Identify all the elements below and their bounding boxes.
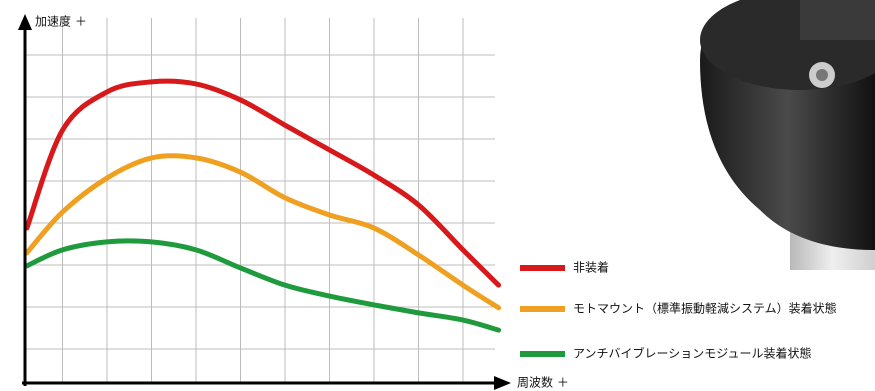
grid	[25, 18, 495, 383]
legend-label: アンチバイブレーションモジュール装着状態	[573, 346, 811, 361]
legend-label: 非装着	[573, 260, 609, 275]
legend-label: モトマウント（標準振動軽減システム）装着状態	[573, 301, 837, 316]
y-axis-label: 加速度 ＋	[35, 14, 87, 29]
series-line	[24, 238, 502, 333]
x-arrow	[494, 376, 511, 390]
series-line	[24, 78, 502, 288]
axes	[18, 14, 511, 390]
plot	[24, 78, 502, 333]
product-photo	[700, 0, 875, 270]
series-line	[24, 153, 502, 311]
x-axis-label: 周波数 ＋	[517, 375, 569, 390]
y-arrow	[18, 14, 32, 30]
legend: 非装着モトマウント（標準振動軽減システム）装着状態アンチバイブレーションモジュー…	[520, 260, 837, 361]
